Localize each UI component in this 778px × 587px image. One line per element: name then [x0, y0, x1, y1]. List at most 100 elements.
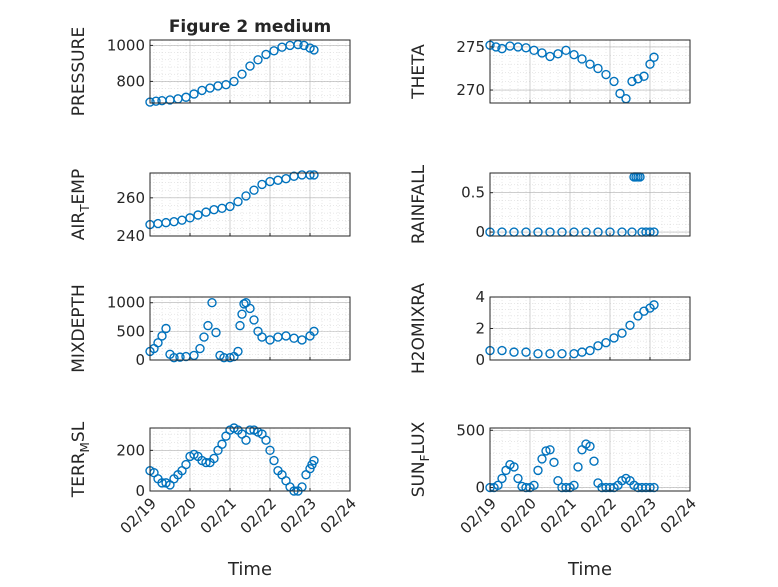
- data-point: [299, 40, 309, 51]
- data-point: [617, 328, 627, 338]
- data-point: [537, 454, 547, 464]
- data-point: [235, 320, 245, 331]
- data-point: [545, 51, 555, 62]
- axes-box: [489, 427, 691, 492]
- x-tick-label: 02/21: [197, 494, 240, 537]
- data-point: [245, 61, 255, 71]
- axes-panel-2: 270 275 THETA: [409, 38, 691, 104]
- chart-title: Figure 2 medium: [169, 17, 331, 37]
- y-tick-label: 200: [116, 441, 145, 459]
- data-point: [269, 455, 279, 466]
- axes-box: [489, 39, 691, 104]
- y-axis-label-subscript: T: [78, 204, 92, 213]
- data-point: [175, 352, 185, 362]
- x-axis-label: Time: [567, 559, 612, 580]
- data-point: [573, 462, 583, 472]
- x-tick-label: 02/19: [457, 494, 500, 537]
- y-tick-label: 0: [135, 482, 145, 500]
- axes-box: [149, 39, 351, 104]
- y-tick-label: 0: [475, 479, 485, 497]
- data-point: [593, 63, 603, 74]
- y-tick-label: 0.5: [461, 184, 485, 202]
- data-point: [609, 76, 619, 87]
- data-point: [261, 435, 271, 445]
- data-point: [649, 482, 659, 493]
- data-point: [625, 320, 635, 331]
- x-tick-label: 02/22: [237, 494, 280, 537]
- data-point: [589, 456, 599, 466]
- y-tick-label: 1000: [107, 36, 145, 54]
- y-tick-label: 0: [475, 223, 485, 241]
- y-axis-label: AIRTEMP: [69, 169, 92, 240]
- axes-box: [149, 427, 351, 492]
- data-point: [601, 69, 611, 80]
- data-point: [533, 349, 543, 359]
- y-tick-label: 800: [116, 72, 145, 90]
- data-point: [207, 298, 217, 308]
- x-tick-label: 02/20: [157, 494, 200, 537]
- y-axis-label: SUNFLUX: [409, 421, 432, 497]
- axes-box: [489, 172, 691, 237]
- x-axis-label: Time: [227, 559, 272, 580]
- x-tick-label: 02/24: [317, 494, 360, 537]
- y-axis-label: PRESSURE: [69, 27, 89, 116]
- y-axis-label: H2OMIXRA: [409, 283, 429, 374]
- data-point: [257, 332, 267, 342]
- data-point: [509, 462, 519, 472]
- data-point: [225, 353, 235, 363]
- y-tick-label: 270: [456, 81, 485, 99]
- data-point: [195, 343, 205, 354]
- x-tick-label: 02/20: [497, 494, 540, 537]
- data-point: [157, 331, 167, 341]
- axes-background: [149, 172, 351, 237]
- data-point: [537, 48, 547, 58]
- data-point: [217, 439, 227, 449]
- y-axis-label: TERRMSL: [69, 421, 92, 498]
- data-point: [585, 441, 595, 452]
- data-point: [649, 300, 659, 310]
- data-point: [497, 473, 507, 484]
- data-point: [577, 54, 587, 64]
- data-point: [601, 337, 611, 348]
- data-point: [237, 309, 247, 319]
- data-point: [297, 335, 307, 345]
- data-point: [253, 55, 263, 65]
- data-point: [199, 332, 209, 342]
- data-point: [189, 89, 199, 99]
- y-axis-label: THETA: [409, 44, 429, 100]
- data-point: [203, 320, 213, 331]
- x-tick-label: 02/23: [617, 494, 660, 537]
- data-point: [237, 69, 247, 79]
- axes-box: [149, 172, 351, 237]
- x-tick-label: 02/21: [537, 494, 580, 537]
- axes-panel-3: 240 260 AIRTEMP: [69, 169, 351, 245]
- data-point: [181, 459, 191, 470]
- data-point: [541, 446, 551, 456]
- data-point: [219, 353, 229, 363]
- data-point: [189, 350, 199, 361]
- data-point: [513, 473, 523, 484]
- data-point: [549, 457, 559, 468]
- data-point: [265, 335, 275, 345]
- y-tick-label: 275: [456, 38, 485, 56]
- data-point: [309, 170, 319, 180]
- data-point: [493, 480, 503, 490]
- x-tick-label: 02/19: [117, 494, 160, 537]
- data-point: [233, 346, 243, 357]
- data-point: [497, 43, 507, 54]
- y-axis-label-subscript: M: [78, 442, 92, 452]
- axes-background: [149, 39, 351, 104]
- axes-panel-1: 800 1000 PRESSURE Figure 2 medium: [69, 17, 351, 116]
- data-point: [309, 326, 319, 337]
- x-tick-label: 02/22: [577, 494, 620, 537]
- data-point: [201, 207, 211, 217]
- data-point: [649, 52, 659, 62]
- data-point: [529, 480, 539, 490]
- data-point: [509, 347, 519, 357]
- data-point: [269, 46, 279, 56]
- data-point: [553, 475, 563, 486]
- data-point: [585, 345, 595, 356]
- data-point: [153, 338, 163, 348]
- data-point: [233, 196, 243, 207]
